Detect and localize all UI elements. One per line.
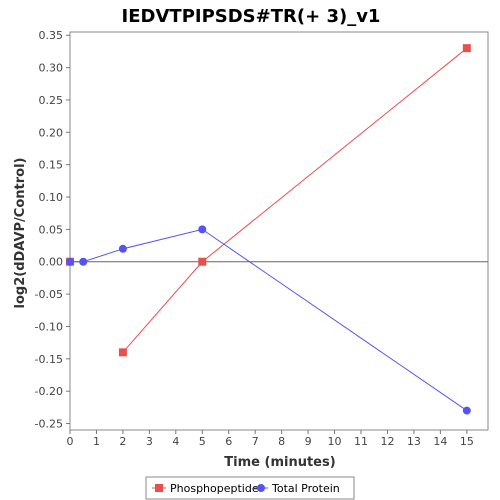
plot-area: 0.35 0.30 0.25 0.20 0.15 0.10 0.05 0.00 -0.05 -0.… [35, 29, 489, 448]
y-tick-label: 0.15 [39, 159, 64, 172]
x-tick-label: 9 [305, 435, 312, 448]
y-tick-label: -0.10 [35, 320, 63, 333]
legend-box [145, 476, 355, 500]
y-tick-label: -0.20 [35, 385, 63, 398]
data-point-total-protein [66, 257, 74, 266]
data-point-total-protein [79, 257, 88, 266]
data-point-total-protein [118, 244, 127, 253]
data-point-phosphopeptide [462, 44, 471, 53]
y-tick-label: 0.10 [39, 191, 64, 204]
x-tick-label: 5 [199, 435, 206, 448]
x-tick-label: 15 [460, 435, 474, 448]
x-tick-label: 6 [225, 435, 232, 448]
legend-label-total-protein: Total Protein [271, 482, 340, 495]
chart-title: IEDVTPIPSDS#TR(+ 3)_v1 [122, 6, 381, 27]
y-tick-label: 0.20 [39, 126, 64, 139]
y-tick-label: -0.05 [35, 288, 63, 301]
x-tick-label: 11 [354, 435, 368, 448]
data-point-total-protein [198, 225, 207, 234]
x-tick-label: 10 [328, 435, 342, 448]
legend: Phosphopeptide Total Protein [145, 476, 355, 500]
y-axis-label: log2(dDAVP/Control) [13, 158, 28, 309]
x-tick-label: 12 [380, 435, 394, 448]
x-tick-label: 3 [146, 435, 153, 448]
x-axis-label: Time (minutes) [224, 455, 335, 470]
y-tick-label: 0.25 [39, 94, 64, 107]
x-tick-label: 7 [252, 435, 259, 448]
legend-marker-phosphopeptide [155, 484, 163, 492]
y-tick-label: -0.15 [35, 353, 63, 366]
plot-frame [69, 31, 489, 431]
y-tick-label: 0.00 [39, 256, 64, 269]
x-tick-label: 4 [172, 435, 179, 448]
legend-label-phosphopeptide: Phosphopeptide [170, 482, 259, 495]
x-tick-label: 8 [278, 435, 285, 448]
y-tick-label: 0.35 [39, 29, 64, 42]
data-point-phosphopeptide [198, 257, 207, 266]
x-tick-label: 1 [93, 435, 100, 448]
y-tick-label: -0.25 [35, 418, 63, 431]
x-tick-label: 14 [433, 435, 447, 448]
y-tick-label: 0.05 [39, 223, 64, 236]
data-point-total-protein [462, 406, 471, 415]
y-tick-label: 0.30 [39, 62, 64, 75]
x-tick-label: 13 [407, 435, 421, 448]
data-point-phosphopeptide [118, 348, 127, 357]
x-tick-label: 2 [119, 435, 126, 448]
x-tick-label: 0 [67, 435, 74, 448]
legend-marker-total-protein [257, 484, 265, 492]
